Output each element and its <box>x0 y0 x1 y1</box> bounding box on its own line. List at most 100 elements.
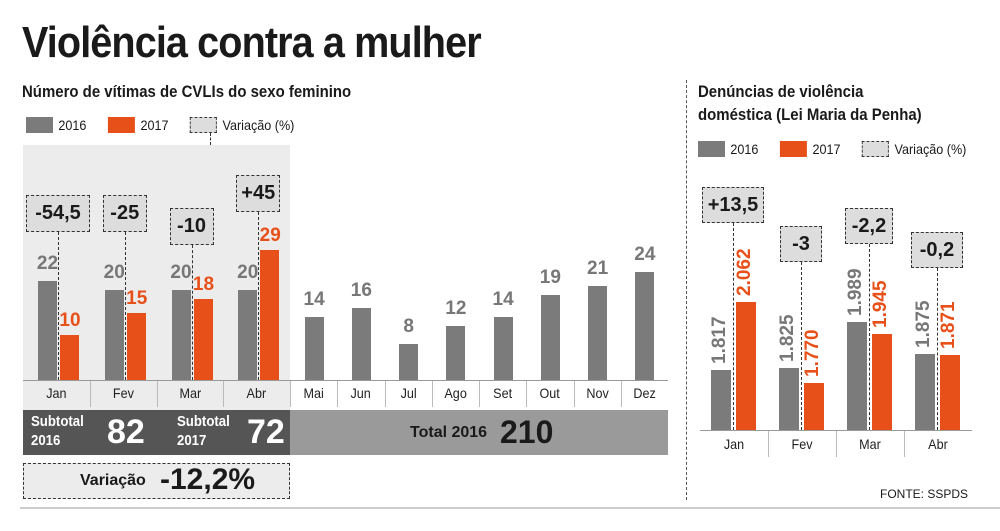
subtotal-2016-label: Subtotal <box>31 413 84 430</box>
month-label: Nov <box>585 385 609 401</box>
bar-2016 <box>171 290 191 380</box>
column-separator <box>620 381 622 407</box>
value-label-2016: 19 <box>539 266 561 288</box>
legend-variation: Variação (%) <box>222 117 295 133</box>
variation-box: -54,5 <box>26 195 90 232</box>
bar-2016 <box>104 290 124 380</box>
bottom-rule <box>20 507 1000 509</box>
legend-swatch-2016 <box>26 117 53 133</box>
column-separator <box>836 431 837 457</box>
month-label: Mar <box>859 436 881 452</box>
subtotal-2017-year: 2017 <box>177 432 207 449</box>
value-label-2016: 1.825 <box>777 313 798 362</box>
left-chart-title: Número de vítimas de CVLIs do sexo femin… <box>22 82 352 101</box>
value-label-2016: 1.875 <box>913 300 934 348</box>
month-label: Abr <box>246 385 267 401</box>
legend-swatch-variation <box>862 141 890 157</box>
column-separator <box>768 431 769 457</box>
month-label: Abr <box>928 436 948 452</box>
right-chart-title: Denúncias de violência doméstica (Lei Mar… <box>698 80 922 126</box>
value-label-2016: 1.817 <box>709 316 730 364</box>
column-separator <box>904 431 905 457</box>
subtotals-bar: Subtotal 2016 82 Subtotal 2017 72 <box>23 410 290 455</box>
bar-2016 <box>779 367 799 430</box>
column-separator <box>223 381 225 407</box>
value-label-2017: 10 <box>59 310 81 331</box>
total-2016-label: Total 2016 <box>410 424 488 441</box>
bar-2016 <box>711 369 731 430</box>
value-label-2016: 12 <box>445 298 467 319</box>
month-label: Set <box>493 385 513 401</box>
bar-2016 <box>304 317 324 380</box>
month-label: Jan <box>46 385 67 401</box>
bar-2016 <box>847 322 867 430</box>
variation-leader <box>937 268 938 430</box>
variation-total-box: Variação -12,2% <box>23 463 290 499</box>
legend-swatch-variation <box>190 117 218 133</box>
variation-box: -0,2 <box>911 232 963 268</box>
month-label: Fev <box>112 385 134 401</box>
value-label-2016: 20 <box>103 262 125 283</box>
legend-2016: 2016 <box>730 141 759 157</box>
variation-leader <box>258 212 260 380</box>
variation-leader <box>869 244 870 430</box>
legend-swatch-2017 <box>780 141 808 157</box>
left-legend: 2016 2017 Variação (%) <box>26 117 294 133</box>
bar-2016 <box>493 317 513 380</box>
bar-2017 <box>60 335 79 380</box>
month-label: Out <box>539 385 561 401</box>
column-separator <box>384 381 386 407</box>
variation-box: -25 <box>102 195 147 232</box>
value-label-2016: 21 <box>587 257 609 279</box>
column-separator <box>526 381 528 407</box>
value-label-2016: 20 <box>237 262 259 283</box>
subtotal-2017-value: 72 <box>247 413 285 451</box>
value-label-2017: 2.062 <box>734 248 755 296</box>
month-label: Jul <box>400 385 417 401</box>
value-label-2017: 1.770 <box>802 329 823 377</box>
subtotal-2017-label: Subtotal <box>177 413 230 430</box>
value-label-2016: 14 <box>303 289 325 310</box>
total-bar: Total 2016 210 <box>290 410 668 455</box>
page-title: Violência contra a mulher <box>22 18 482 67</box>
legend-variation: Variação (%) <box>894 141 967 157</box>
month-label: Mar <box>179 385 201 401</box>
variation-leader <box>801 262 802 430</box>
legend-swatch-2017 <box>108 117 136 133</box>
value-label-2017: 29 <box>259 224 281 246</box>
source: FONTE: SSPDS <box>880 487 969 501</box>
bar-2017 <box>126 312 146 380</box>
total-2016-value: 210 <box>500 414 554 450</box>
bar-2017 <box>260 249 280 380</box>
month-label: Dez <box>633 385 656 401</box>
right-title-line2: doméstica (Lei Maria da Penha) <box>698 105 922 124</box>
month-label: Ago <box>444 385 467 401</box>
column-separator <box>337 381 339 407</box>
legend-2016: 2016 <box>58 117 87 133</box>
variation-box: +45 <box>236 175 281 212</box>
variation-total-value: -12,2% <box>160 463 256 496</box>
subtotal-2016-year: 2016 <box>31 432 61 449</box>
variation-total-label: Variação <box>80 472 146 489</box>
month-label: Fev <box>791 436 813 452</box>
subtotal-2016-value: 82 <box>107 413 145 451</box>
value-label-2017: 1.871 <box>938 301 959 349</box>
bar-2016 <box>399 344 419 380</box>
variation-box: -2,2 <box>845 208 893 244</box>
bar-2017 <box>940 354 960 430</box>
bar-2016 <box>351 308 371 380</box>
bar-2016 <box>635 272 655 380</box>
value-label-2016: 1.989 <box>845 268 866 316</box>
bar-2016 <box>540 294 560 380</box>
value-label-2016: 16 <box>350 280 372 301</box>
legend-swatch-2016 <box>698 141 725 157</box>
variation-box: -10 <box>169 208 214 245</box>
right-legend: 2016 2017 Variação (%) <box>698 141 966 157</box>
month-label: Mai <box>303 385 324 401</box>
variation-leader <box>733 223 734 430</box>
bar-2017 <box>736 301 756 430</box>
bar-2016 <box>588 285 608 380</box>
value-label-2017: 15 <box>126 287 148 309</box>
value-label-2016: 22 <box>36 253 59 274</box>
bar-2016 <box>446 326 466 380</box>
